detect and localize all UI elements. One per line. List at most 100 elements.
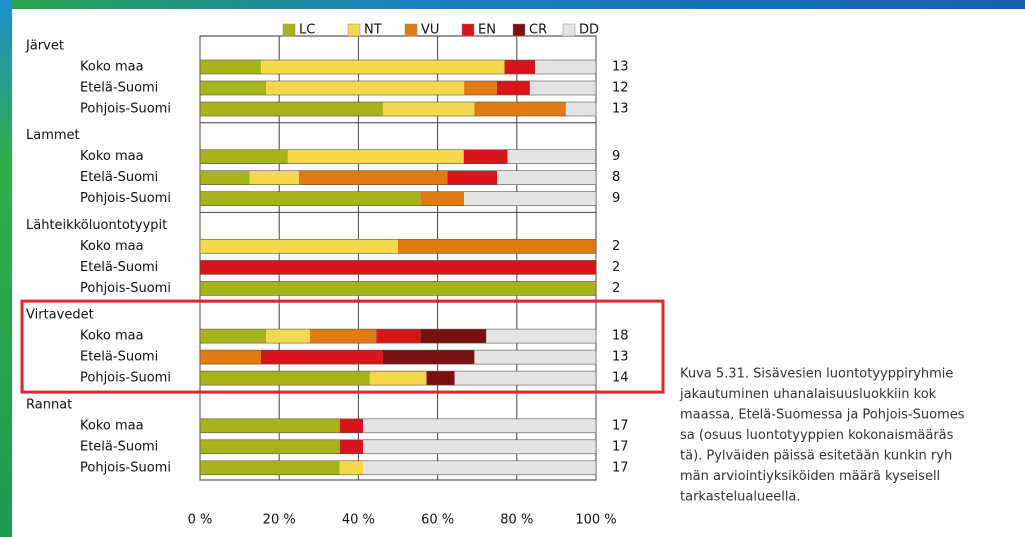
bar-segment	[497, 170, 596, 185]
caption-line: sa (osuus luontotyyppien kokonaismääräs	[680, 428, 954, 443]
count-label: 2	[612, 281, 620, 296]
bar-segment	[200, 460, 340, 475]
legend-label: DD	[579, 23, 599, 38]
group-label: Lammet	[26, 128, 80, 143]
bar-segment	[339, 418, 364, 433]
category-label: Koko maa	[80, 239, 144, 254]
group-label: Virtavedet	[26, 308, 94, 323]
bar-outline	[199, 170, 597, 185]
bar-outline	[199, 239, 597, 254]
category-label: Pohjois-Suomi	[80, 281, 171, 296]
bar-segment	[310, 329, 377, 344]
bar-segment	[200, 60, 261, 74]
left-band	[0, 0, 12, 537]
legend-swatch	[512, 23, 526, 37]
bar-segment	[260, 350, 383, 365]
category-label: Etelä-Suomi	[80, 439, 158, 454]
bar-segment	[249, 170, 299, 185]
count-label: 17	[612, 460, 629, 475]
bar-segment	[200, 260, 596, 275]
bar-segment	[447, 170, 497, 185]
count-label: 12	[612, 81, 629, 96]
bar-segment	[464, 191, 596, 206]
caption-line: tarkastelualueella.	[680, 490, 801, 505]
bar-segment	[504, 60, 536, 74]
bar-segment	[260, 60, 505, 74]
group-label: Järvet	[25, 39, 64, 54]
bar-outline	[199, 439, 597, 455]
bar-outline	[199, 370, 597, 386]
bar-segment	[486, 329, 597, 344]
bar-segment	[299, 170, 448, 185]
legend-swatch	[562, 23, 576, 37]
x-tick-label: 40 %	[342, 513, 375, 528]
bar-segment	[266, 81, 465, 95]
category-label: Etelä-Suomi	[80, 260, 158, 275]
bar-segment	[382, 102, 475, 116]
count-label: 9	[612, 191, 620, 206]
bar-segment	[339, 460, 364, 475]
bar-segment	[535, 60, 596, 74]
bar-segment	[398, 239, 596, 254]
top-band	[0, 0, 1025, 9]
bar-segment	[200, 239, 398, 254]
legend-swatch	[404, 23, 418, 37]
bar-segment	[339, 439, 364, 454]
bar-segment	[363, 439, 596, 454]
caption-line: tä). Pylväiden päissä esitetään kunkin r…	[680, 449, 952, 464]
bar-segment	[200, 439, 340, 454]
count-label: 13	[612, 350, 629, 365]
x-tick-label: 20 %	[263, 513, 296, 528]
bar-segment	[200, 350, 261, 365]
bar-segment	[363, 418, 596, 433]
category-label: Pohjois-Suomi	[80, 460, 171, 475]
x-tick-label: 0 %	[188, 513, 213, 528]
bar-segment	[369, 371, 427, 386]
category-label: Pohjois-Suomi	[80, 191, 171, 206]
category-label: Pohjois-Suomi	[80, 102, 171, 117]
bar-segment	[376, 329, 421, 344]
bar-segment	[507, 149, 596, 164]
category-label: Koko maa	[80, 418, 144, 433]
bar-outline	[199, 191, 597, 206]
count-label: 18	[612, 329, 629, 344]
category-label: Koko maa	[80, 60, 144, 75]
bar-segment	[200, 281, 596, 296]
bar-segment	[420, 329, 487, 344]
bar-outline	[199, 460, 597, 476]
category-label: Etelä-Suomi	[80, 170, 158, 185]
bar-segment	[474, 350, 597, 365]
bar-segment	[200, 170, 250, 185]
legend-swatch	[347, 23, 361, 37]
bar-segment	[200, 329, 267, 344]
bar-segment	[200, 371, 370, 386]
count-label: 13	[612, 102, 629, 117]
bar-outline	[199, 149, 597, 164]
caption-line: Kuva 5.31. Sisävesien luontotyyppiryhmie	[680, 367, 953, 382]
legend-swatch	[461, 23, 475, 37]
bar-segment	[497, 81, 530, 95]
x-tick-label: 60 %	[421, 513, 454, 528]
bar-segment	[382, 350, 475, 365]
bar-outline	[199, 59, 597, 75]
legend-label: VU	[421, 23, 439, 38]
bar-outline	[199, 101, 597, 117]
bar-outline	[199, 281, 597, 296]
legend-swatch	[282, 23, 296, 37]
count-label: 17	[612, 418, 629, 433]
bar-segment	[200, 81, 267, 95]
count-label: 2	[612, 260, 620, 275]
bar-segment	[464, 81, 497, 95]
bar-segment	[529, 81, 596, 95]
bar-segment	[287, 149, 464, 164]
group-label: Lähteikköluontotyypit	[26, 218, 167, 233]
count-label: 14	[612, 371, 629, 386]
category-label: Koko maa	[80, 149, 144, 164]
bar-outline	[199, 328, 597, 344]
bar-segment	[474, 102, 566, 116]
caption-line: män arviointiyksiköiden määrä kyseisell	[680, 469, 940, 484]
highlight-box	[20, 299, 665, 394]
legend-label: CR	[529, 23, 547, 38]
bar-outline	[199, 349, 597, 365]
bar-outline	[199, 418, 597, 434]
